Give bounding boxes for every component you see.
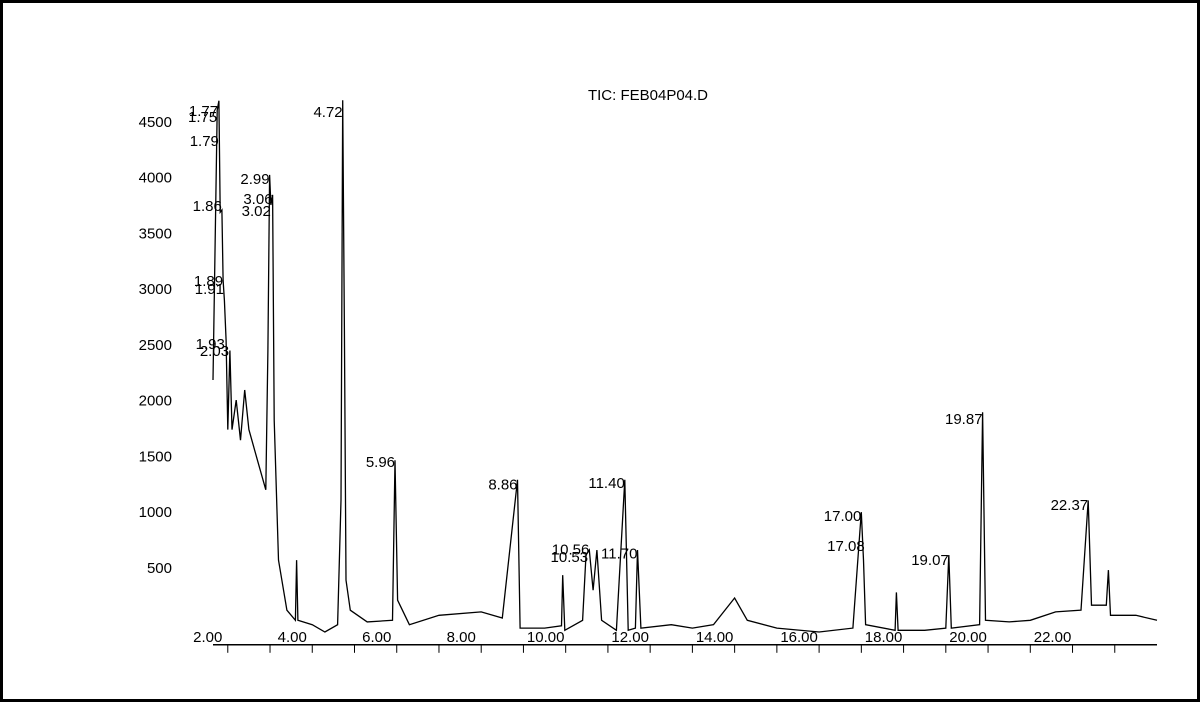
peak-label: 19.07 (911, 552, 949, 569)
peak-label: 1.91 (195, 281, 224, 298)
x-tick-label: 6.00 (362, 629, 391, 646)
x-tick-label: 16.00 (780, 629, 818, 646)
peak-label: 22.37 (1051, 497, 1089, 514)
peak-label: 8.86 (488, 476, 517, 493)
peak-label: 10.56 (552, 542, 590, 559)
peak-label: 5.96 (366, 454, 395, 471)
y-tick-label: 3500 (139, 225, 172, 242)
peak-label: 1.77 (189, 103, 218, 120)
y-tick-label: 500 (147, 560, 172, 577)
peak-label: 1.89 (194, 273, 223, 290)
x-tick-label: 20.00 (949, 629, 987, 646)
x-tick-label: 14.00 (696, 629, 734, 646)
peak-label: 1.86 (193, 198, 222, 215)
peak-label: 2.99 (240, 171, 269, 188)
x-tick-label: 4.00 (278, 629, 307, 646)
x-tick-label: 12.00 (611, 629, 649, 646)
peak-label: 17.08 (827, 538, 865, 555)
x-tick-label: 8.00 (447, 629, 476, 646)
y-tick-label: 4000 (139, 170, 172, 187)
peak-label: 19.87 (945, 411, 983, 428)
y-tick-label: 2500 (139, 337, 172, 354)
peak-label: 3.02 (242, 203, 271, 220)
peak-label: 17.00 (824, 508, 862, 525)
x-tick-label: 22.00 (1034, 629, 1072, 646)
x-tick-label: 10.00 (527, 629, 565, 646)
y-tick-label: 2000 (139, 393, 172, 410)
chart-title: TIC: FEB04P04.D (588, 87, 708, 104)
peak-label: 1.75 (188, 109, 217, 126)
peak-label: 11.40 (588, 475, 624, 492)
peak-label: 1.93 (196, 336, 225, 353)
peak-label: 10.53 (551, 549, 589, 566)
y-tick-label: 4500 (139, 114, 172, 131)
peak-label: 3.06 (243, 191, 272, 208)
peak-label: 11.70 (601, 545, 637, 562)
peak-label: 1.79 (190, 133, 219, 150)
y-tick-label: 1000 (139, 504, 172, 521)
y-tick-label: 1500 (139, 448, 172, 465)
x-tick-label: 18.00 (865, 629, 903, 646)
peak-label: 4.72 (313, 104, 342, 121)
peak-label: 2.03 (200, 343, 229, 360)
x-tick-label: 2.00 (193, 629, 222, 646)
y-tick-label: 3000 (139, 281, 172, 298)
trace (212, 100, 1158, 633)
